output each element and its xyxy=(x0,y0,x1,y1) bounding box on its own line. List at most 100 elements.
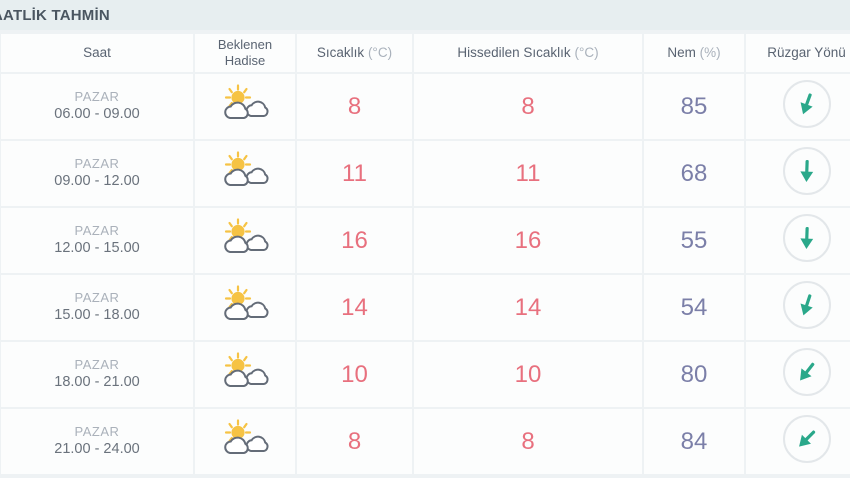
humidity-value: 85 xyxy=(680,92,708,120)
humidity-value: 55 xyxy=(680,226,708,254)
cell-hissedilen-sicaklik: 14 xyxy=(414,275,642,340)
temperature-value: 10 xyxy=(341,360,368,388)
table-row[interactable]: PAZAR 18.00 - 21.00 10 10 80 xyxy=(1,342,850,407)
cell-ruzgar-yonu xyxy=(746,342,850,407)
cell-sicaklik: 10 xyxy=(297,342,412,407)
forecast-time-range: 21.00 - 24.00 xyxy=(54,441,140,458)
column-header-beklenen-hadise: Beklenen Hadise xyxy=(195,34,295,72)
table-row[interactable]: PAZAR 06.00 - 09.00 8 8 85 xyxy=(1,74,850,139)
humidity-value: 80 xyxy=(680,360,708,388)
forecast-day: PAZAR xyxy=(74,423,120,439)
feels-like-value: 16 xyxy=(514,226,542,254)
cell-nem: 85 xyxy=(644,74,744,139)
wind-direction-dial xyxy=(782,80,831,128)
wind-direction-dial xyxy=(782,147,831,195)
column-header-sicaklik: Sıcaklık (°C) xyxy=(297,34,412,72)
cell-ruzgar-yonu xyxy=(746,74,850,139)
forecast-day: PAZAR xyxy=(74,88,120,104)
header-unit: (°C) xyxy=(574,44,599,60)
table-row[interactable]: PAZAR 09.00 - 12.00 11 11 68 xyxy=(1,141,850,206)
cell-beklenen-hadise xyxy=(195,275,295,340)
humidity-value: 68 xyxy=(680,159,708,187)
column-header-nem: Nem (%) xyxy=(644,34,744,72)
header-label-line2: Hadise xyxy=(224,53,266,68)
sun-behind-clouds-icon xyxy=(217,84,273,124)
sun-behind-clouds-icon xyxy=(217,419,273,459)
forecast-time-range: 06.00 - 09.00 xyxy=(54,106,140,123)
cell-saat: PAZAR 15.00 - 18.00 xyxy=(1,275,193,340)
cell-sicaklik: 14 xyxy=(297,275,412,340)
cell-beklenen-hadise xyxy=(195,208,295,273)
table-row[interactable]: PAZAR 21.00 - 24.00 8 8 84 xyxy=(1,409,850,474)
cell-beklenen-hadise xyxy=(195,409,295,474)
cell-beklenen-hadise xyxy=(195,74,295,139)
cell-nem: 80 xyxy=(644,342,744,407)
cell-ruzgar-yonu xyxy=(746,208,850,273)
sun-behind-clouds-icon xyxy=(217,218,273,258)
forecast-day: PAZAR xyxy=(74,356,120,372)
cell-sicaklik: 8 xyxy=(297,409,412,474)
cell-sicaklik: 11 xyxy=(297,141,412,206)
panel-title-bar: AATLİK TAHMİN xyxy=(0,0,850,30)
hourly-forecast-table: Saat Beklenen Hadise Sıcaklık (°C) Hisse… xyxy=(0,32,850,476)
sun-behind-clouds-icon xyxy=(217,352,273,392)
feels-like-value: 8 xyxy=(521,427,535,455)
table-row[interactable]: PAZAR 12.00 - 15.00 16 16 55 xyxy=(1,208,850,273)
feels-like-value: 10 xyxy=(514,360,542,388)
wind-direction-dial xyxy=(782,214,831,262)
cell-saat: PAZAR 06.00 - 09.00 xyxy=(1,74,193,139)
forecast-time-range: 09.00 - 12.00 xyxy=(54,173,140,190)
table-header: Saat Beklenen Hadise Sıcaklık (°C) Hisse… xyxy=(1,34,850,72)
cell-hissedilen-sicaklik: 8 xyxy=(414,74,642,139)
header-label-line1: Beklenen xyxy=(217,36,273,52)
page-title: AATLİK TAHMİN xyxy=(0,6,110,24)
cell-saat: PAZAR 21.00 - 24.00 xyxy=(1,409,193,474)
temperature-value: 14 xyxy=(341,293,368,321)
cell-ruzgar-yonu xyxy=(746,275,850,340)
humidity-value: 54 xyxy=(680,293,708,321)
cell-nem: 84 xyxy=(644,409,744,474)
cell-hissedilen-sicaklik: 11 xyxy=(414,141,642,206)
header-label: Rüzgar Yönü xyxy=(767,44,846,60)
cell-hissedilen-sicaklik: 16 xyxy=(414,208,642,273)
column-header-ruzgar-yonu: Rüzgar Yönü xyxy=(746,34,850,72)
column-header-saat: Saat xyxy=(1,34,193,72)
table-row[interactable]: PAZAR 15.00 - 18.00 14 14 54 xyxy=(1,275,850,340)
forecast-day: PAZAR xyxy=(74,289,120,305)
header-label: Saat xyxy=(83,44,111,60)
cell-nem: 68 xyxy=(644,141,744,206)
header-label: Sıcaklık xyxy=(316,44,365,60)
wind-direction-dial xyxy=(782,348,831,396)
wind-direction-dial xyxy=(782,415,831,463)
temperature-value: 11 xyxy=(342,159,367,187)
cell-sicaklik: 16 xyxy=(297,208,412,273)
temperature-value: 16 xyxy=(341,226,368,254)
cell-beklenen-hadise xyxy=(195,141,295,206)
cell-hissedilen-sicaklik: 10 xyxy=(414,342,642,407)
cell-saat: PAZAR 12.00 - 15.00 xyxy=(1,208,193,273)
sun-behind-clouds-icon xyxy=(217,285,273,325)
header-row: Saat Beklenen Hadise Sıcaklık (°C) Hisse… xyxy=(1,34,850,72)
cell-nem: 55 xyxy=(644,208,744,273)
column-header-hissedilen-sicaklik: Hissedilen Sıcaklık (°C) xyxy=(414,34,642,72)
cell-ruzgar-yonu xyxy=(746,409,850,474)
feels-like-value: 11 xyxy=(515,159,541,187)
table-body: PAZAR 06.00 - 09.00 8 8 85 PAZAR 09.00 - 12.00… xyxy=(1,74,850,474)
header-unit: (%) xyxy=(699,44,721,60)
wind-direction-dial xyxy=(782,281,831,329)
cell-ruzgar-yonu xyxy=(746,141,850,206)
humidity-value: 84 xyxy=(680,427,708,455)
cell-hissedilen-sicaklik: 8 xyxy=(414,409,642,474)
forecast-day: PAZAR xyxy=(74,222,120,238)
cell-sicaklik: 8 xyxy=(297,74,412,139)
temperature-value: 8 xyxy=(347,427,362,455)
header-label: Nem xyxy=(667,44,696,60)
temperature-value: 8 xyxy=(347,92,362,120)
header-unit: (°C) xyxy=(367,44,393,60)
forecast-time-range: 12.00 - 15.00 xyxy=(54,240,140,257)
sun-behind-clouds-icon xyxy=(217,151,273,191)
feels-like-value: 14 xyxy=(514,293,542,321)
cell-saat: PAZAR 18.00 - 21.00 xyxy=(1,342,193,407)
cell-nem: 54 xyxy=(644,275,744,340)
feels-like-value: 8 xyxy=(521,92,535,120)
